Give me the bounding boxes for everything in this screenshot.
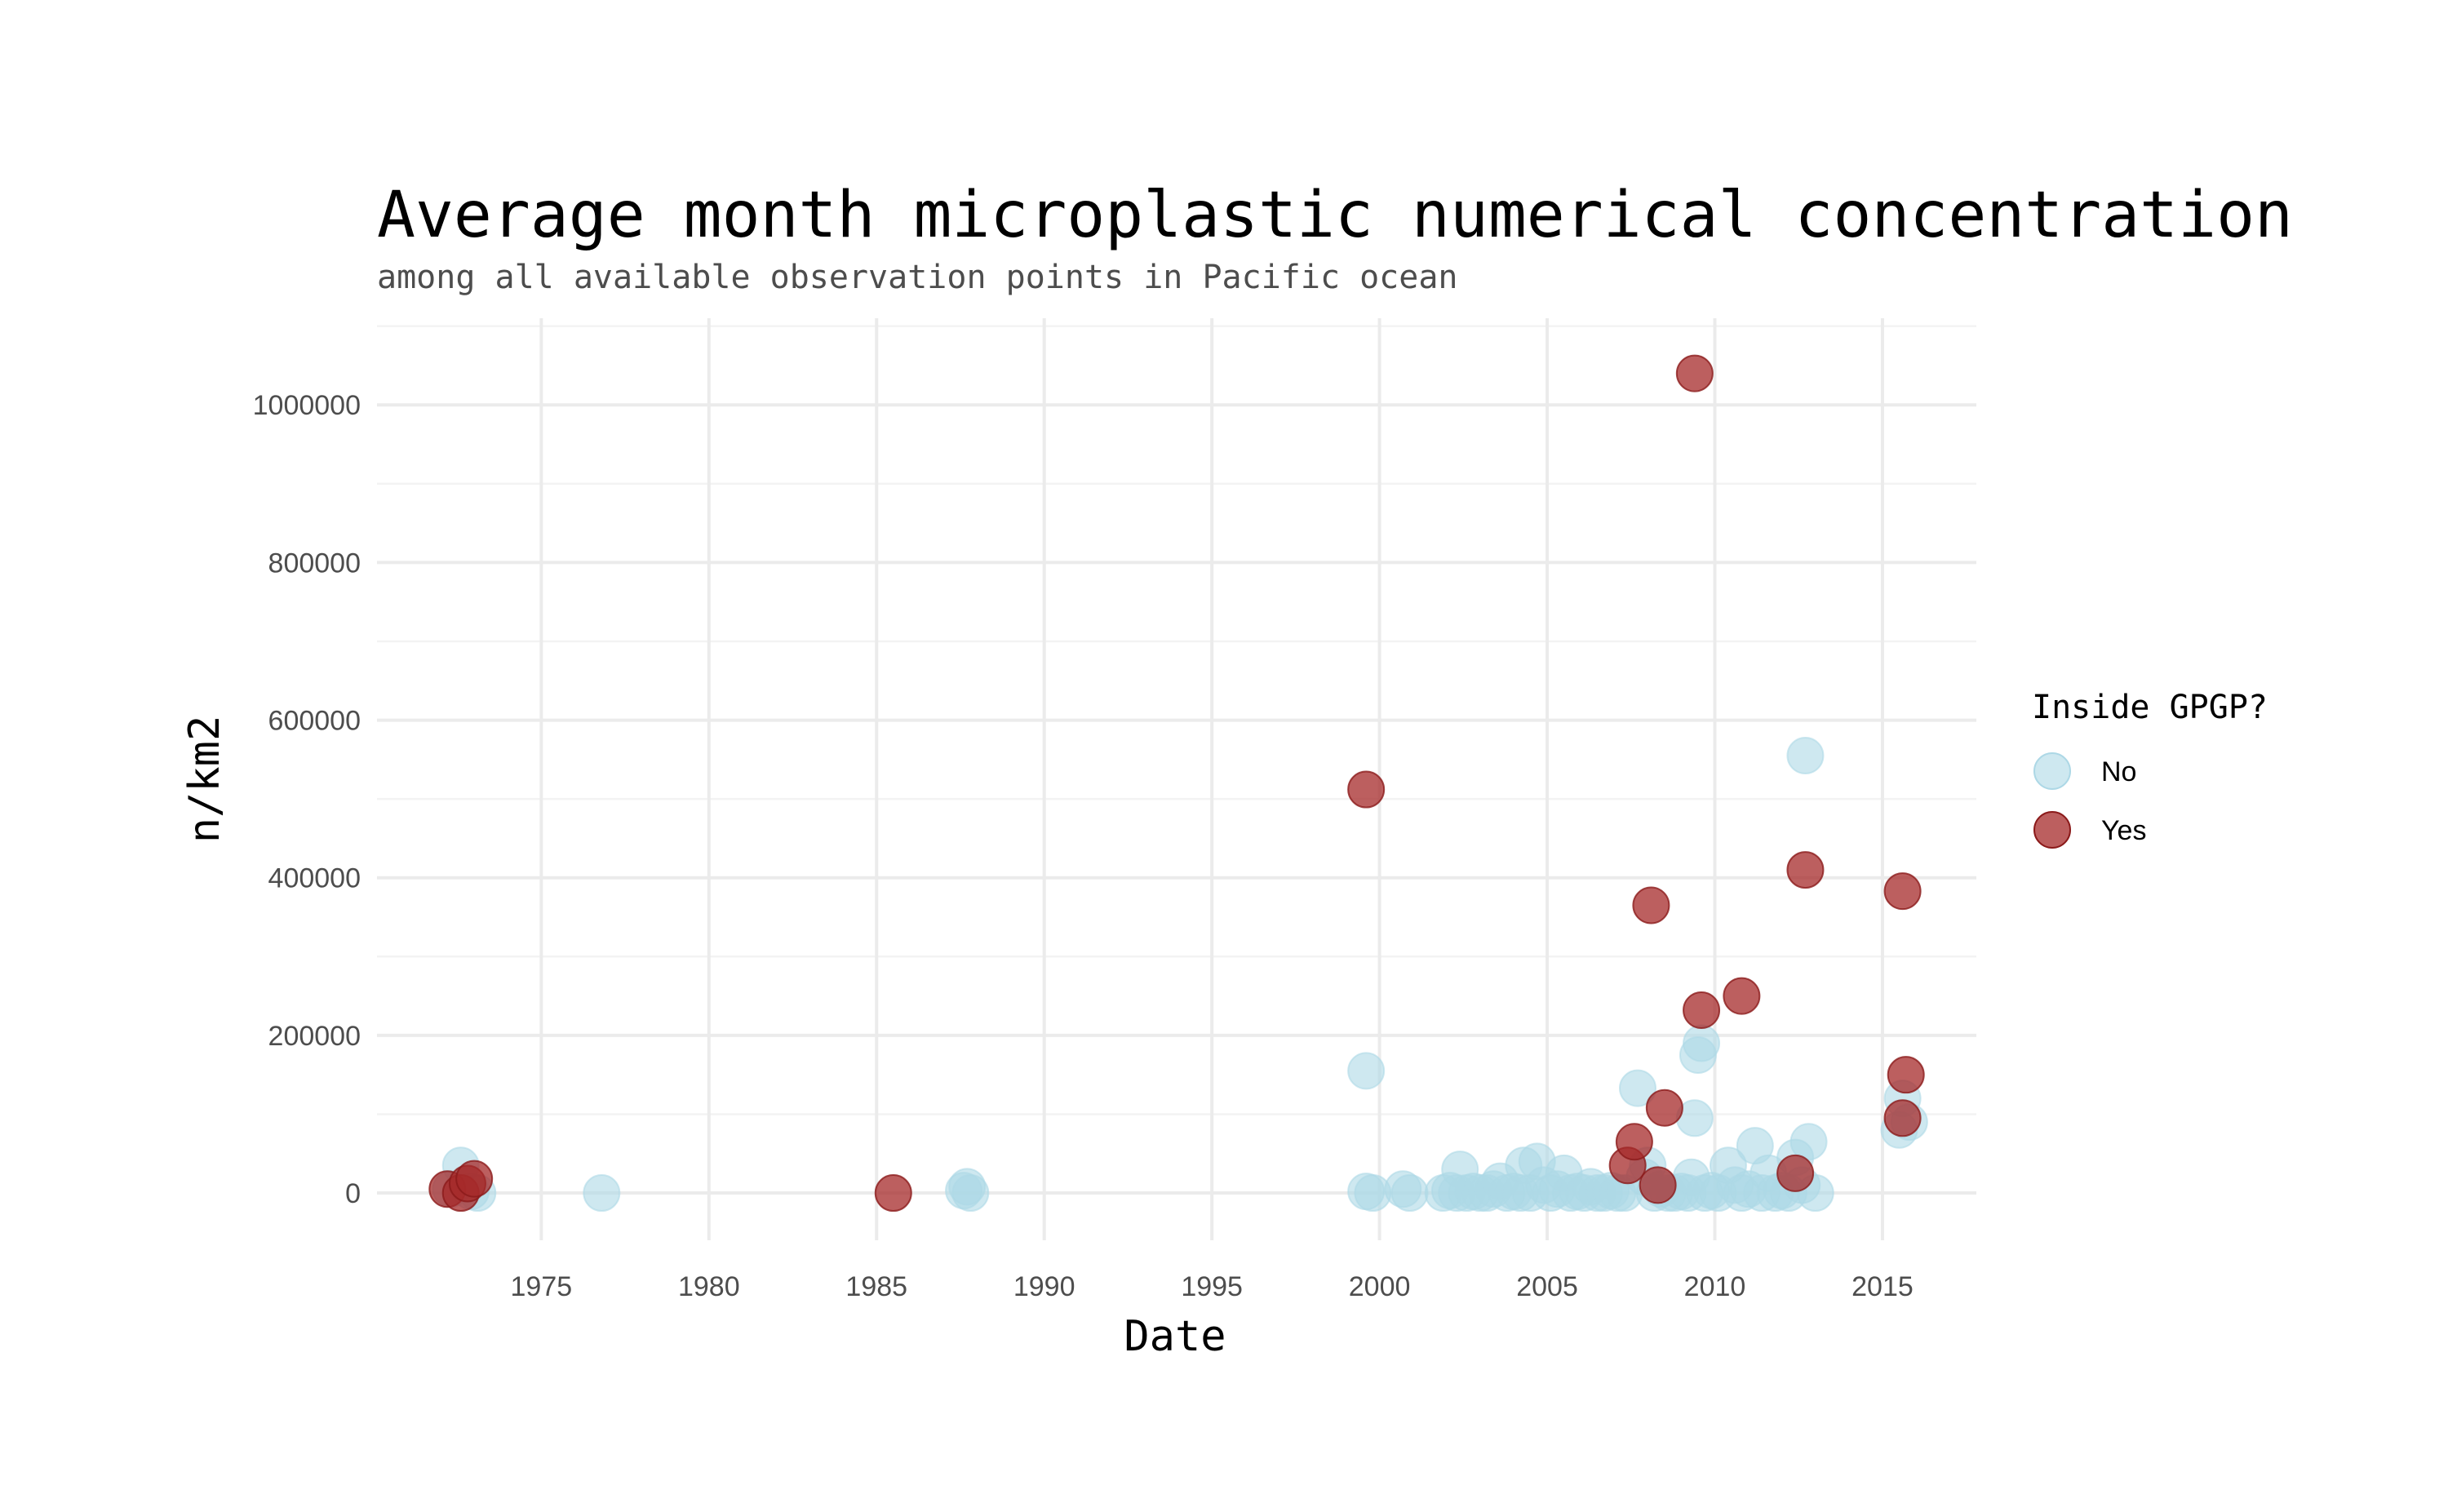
data-points xyxy=(428,354,1928,1213)
x-axis-title: Date xyxy=(1124,1312,1226,1361)
grid-lines xyxy=(377,318,1976,1240)
data-point-yes xyxy=(1683,991,1721,1029)
y-tick-label: 0 xyxy=(345,1178,361,1209)
y-tick-label: 400000 xyxy=(268,863,361,894)
data-point-yes xyxy=(1723,977,1761,1015)
data-point-yes xyxy=(1645,1089,1683,1127)
x-tick-label: 1975 xyxy=(511,1271,573,1302)
data-point-yes xyxy=(1883,872,1922,911)
legend-key-no xyxy=(2033,752,2071,790)
y-tick-label: 800000 xyxy=(268,548,361,579)
x-tick-label: 2015 xyxy=(1852,1271,1914,1302)
legend-label-yes: Yes xyxy=(2101,815,2146,846)
data-point-no xyxy=(1789,1123,1828,1161)
data-point-yes xyxy=(1615,1123,1653,1161)
y-tick-label: 200000 xyxy=(268,1021,361,1052)
legend: Inside GPGP? No Yes xyxy=(2032,689,2268,849)
x-tick-label: 1980 xyxy=(678,1271,740,1302)
y-axis-title: n/km2 xyxy=(180,716,229,844)
legend-items: No Yes xyxy=(2033,752,2146,849)
x-axis-tick-labels: 1975 1980 1985 1990 1995 2000 2005 2010 2015 xyxy=(511,1271,1914,1302)
data-point-yes xyxy=(1639,1166,1677,1204)
data-point-yes xyxy=(1632,886,1670,924)
x-tick-label: 1995 xyxy=(1181,1271,1243,1302)
data-point-no xyxy=(583,1174,621,1213)
data-point-yes xyxy=(1883,1099,1922,1137)
legend-key-yes xyxy=(2033,811,2071,849)
data-point-no xyxy=(948,1168,987,1206)
x-tick-label: 2010 xyxy=(1684,1271,1746,1302)
y-tick-label: 1000000 xyxy=(253,390,361,421)
data-point-yes xyxy=(1675,354,1714,392)
y-axis-tick-labels: 0 200000 400000 600000 800000 1000000 xyxy=(253,390,361,1209)
data-point-no xyxy=(1683,1024,1721,1062)
data-point-no xyxy=(1347,1052,1386,1090)
chart-subtitle: among all available observation points i… xyxy=(377,259,1458,296)
legend-label-no: No xyxy=(2101,756,2136,787)
y-tick-label: 600000 xyxy=(268,706,361,737)
x-tick-label: 1985 xyxy=(845,1271,907,1302)
x-tick-label: 1990 xyxy=(1013,1271,1075,1302)
data-point-yes xyxy=(874,1174,912,1213)
data-point-yes xyxy=(1347,770,1386,809)
data-point-yes xyxy=(455,1159,494,1198)
legend-title: Inside GPGP? xyxy=(2032,689,2268,726)
data-point-no xyxy=(1390,1174,1429,1213)
chart-title: Average month microplastic numerical con… xyxy=(377,179,2293,252)
data-point-yes xyxy=(1786,851,1825,889)
x-tick-label: 2000 xyxy=(1349,1271,1411,1302)
data-point-no xyxy=(1618,1069,1656,1107)
data-point-yes xyxy=(1887,1056,1925,1094)
x-tick-label: 2005 xyxy=(1516,1271,1578,1302)
data-point-no xyxy=(1786,737,1825,775)
data-point-yes xyxy=(1776,1154,1815,1192)
